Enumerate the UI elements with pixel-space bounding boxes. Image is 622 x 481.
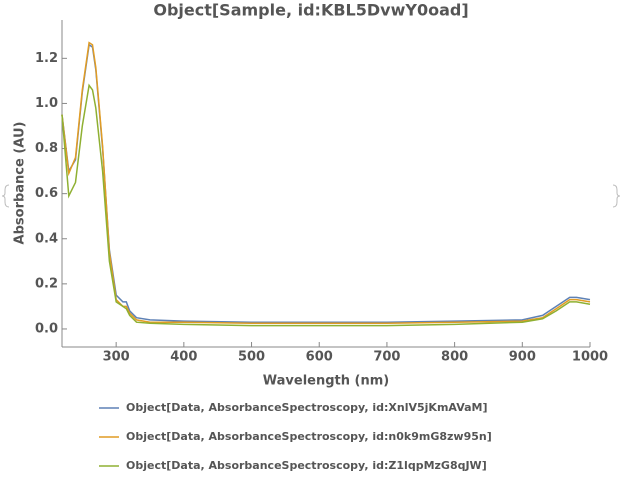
y-tick-label: 0.8 [35,141,58,156]
x-tick-label: 400 [170,350,197,365]
legend-label: Object[Data, AbsorbanceSpectroscopy, id:… [126,430,492,443]
y-axis-label: Absorbance (AU) [13,122,28,245]
y-tick-label: 0.2 [35,276,58,291]
right-brace [612,184,621,208]
chart-title: Object[Sample, id:KBL5DvwY0oad] [153,1,468,20]
series-line [61,83,591,327]
series-line [61,43,591,323]
y-tick-label: 1.0 [35,96,58,111]
y-tick-label: 0.0 [35,321,58,336]
x-axis-label: Wavelength (nm) [263,374,389,389]
left-brace [1,184,10,208]
y-tick-label: 1.2 [35,51,58,66]
y-tick-label: 0.6 [35,186,58,201]
x-tick-label: 800 [441,350,468,365]
x-tick-label: 500 [238,350,265,365]
series-line [61,41,591,325]
x-tick-label: 700 [373,350,400,365]
x-tick-label: 300 [103,350,130,365]
x-tick-label: 600 [306,350,333,365]
x-tick-label: 1000 [572,350,608,365]
x-tick-label: 900 [509,350,536,365]
y-tick-label: 0.4 [35,231,58,246]
legend-label: Object[Data, AbsorbanceSpectroscopy, id:… [126,459,487,472]
legend-label: Object[Data, AbsorbanceSpectroscopy, id:… [126,401,488,414]
